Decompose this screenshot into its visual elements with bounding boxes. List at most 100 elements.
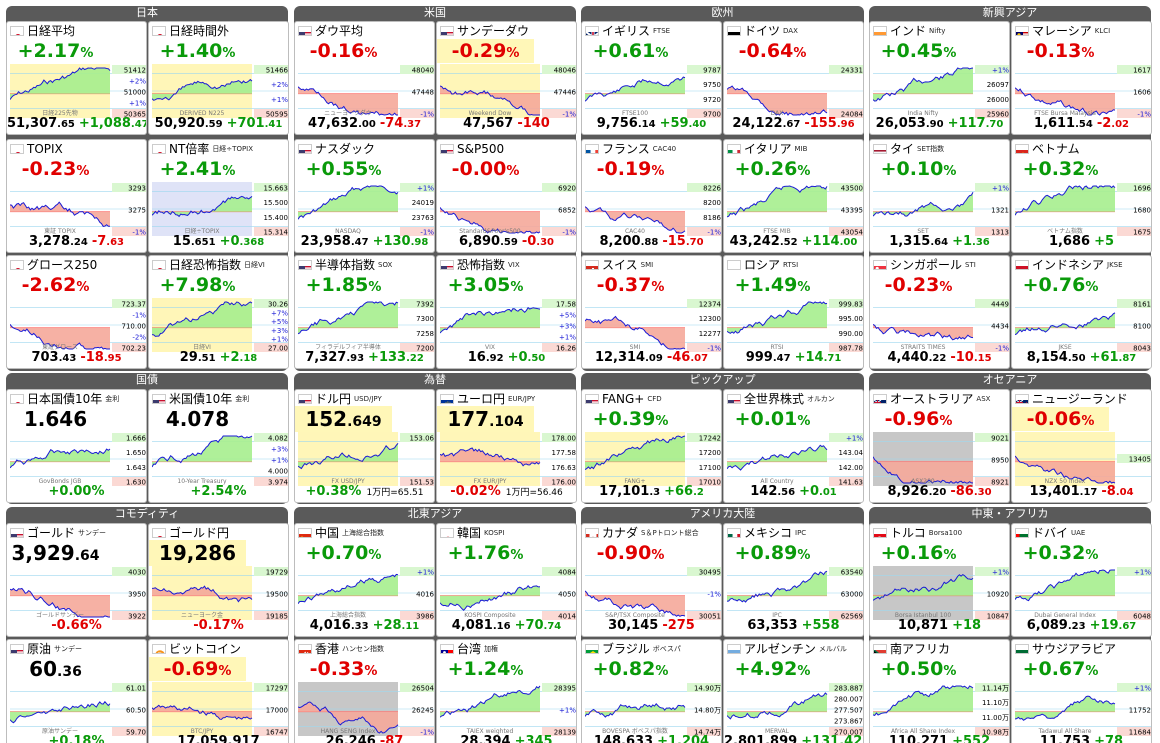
market-tile[interactable]: アルゼンチン メルバル +4.92% MERVAL 283.887 280.007 277.… [723, 639, 864, 743]
intraday-chart[interactable]: FTSE MIB 43500 43395 43054 [727, 182, 864, 236]
intraday-chart[interactable]: CAC40 8226 8200 8186 -1% [585, 182, 722, 236]
market-tile[interactable]: ニュージーランド -0.06% NZX 50 Index 13405 13,401.17… [1011, 389, 1152, 503]
market-tile[interactable]: イタリア MIB +0.26% FTSE MIB 43500 43395 43054 43,2… [723, 139, 864, 253]
intraday-chart[interactable]: ASX200 9021 8950 8921 [873, 432, 1010, 486]
intraday-chart[interactable]: FTSE Bursa Malaysia 1617 1606 -1% [1015, 64, 1152, 118]
intraday-chart[interactable]: Dubai General Index +1% 6048 [1015, 566, 1152, 620]
market-tile[interactable]: シンガポール STI -0.23% STRAITS TIMES 4449 4434 -1% 4… [869, 255, 1010, 369]
market-tile[interactable]: 南アフリカ +0.50% Africa All Share Index 11.14万 1… [869, 639, 1010, 743]
intraday-chart[interactable]: JKSE 8161 8100 8043 [1015, 298, 1152, 352]
intraday-chart[interactable]: フィラデルフィア半導体 7392 7300 7258 7200 [298, 298, 435, 352]
market-tile[interactable]: TOPIX -0.23% 東証 TOPIX 3293 3275 -1% 3,278.24 -7… [6, 139, 147, 253]
intraday-chart[interactable]: 日経÷TOPIX 15.663 15.500 15.400 15.314 [152, 182, 289, 236]
market-tile[interactable]: B ビットコイン-0.69% BTC/JPY 17297 17000 16747 17,05… [148, 639, 289, 743]
intraday-chart[interactable]: SET +1% 1321 1313 [873, 182, 1010, 236]
market-tile[interactable]: ドバイ UAE +0.32% Dubai General Index +1% 6048 6,… [1011, 523, 1152, 637]
intraday-chart[interactable]: ニューヨークダウ 48040 47448 -1% [298, 64, 435, 118]
market-tile[interactable]: インド Nifty +0.45% India Nifty +1% 26097 26000 25… [869, 21, 1010, 135]
intraday-chart[interactable]: MERVAL 283.887 280.007 277.507 273.867 270.00… [727, 682, 864, 736]
intraday-chart[interactable]: ゴールドサンデー 4030 3950 3922 [10, 566, 147, 620]
market-tile[interactable]: 中国 上海総合指数 +0.70% 上海総合指数 +1% 4016 3986 4,016.33 +… [294, 523, 435, 637]
market-tile[interactable]: 日本国債10年 金利 1.646 GovBonds JGB 1.666 1.650 1.64… [6, 389, 147, 503]
market-tile[interactable]: ダウ平均 -0.16% ニューヨークダウ 48040 47448 -1% 47,632.00… [294, 21, 435, 135]
intraday-chart[interactable]: DERIVED N225 51466 +2% +1% 50595 [152, 64, 289, 118]
intraday-chart[interactable]: BOVESPA ボベスパ指数 14.90万 14.80万 14.74万 [585, 682, 722, 736]
intraday-chart[interactable]: HANG SENG Index 26504 26245 -1% [298, 682, 435, 736]
intraday-chart[interactable]: IPC 63540 63000 62569 [727, 566, 864, 620]
intraday-chart[interactable]: FANG+ 17242 17200 17100 17010 [585, 432, 722, 486]
market-tile[interactable]: ドイツ DAX -0.64% DAX 24331 24084 24,122.67 -155.9… [723, 21, 864, 135]
intraday-chart[interactable]: 東証 TOPIX 3293 3275 -1% [10, 182, 147, 236]
market-tile[interactable]: 日経平均 +2.17% 日経225先物 51412 +2% 51000 +1% 50365 51… [6, 21, 147, 135]
market-tile[interactable]: S&P500 -0.00% Standard&Poor's500 6920 6852 -1… [436, 139, 577, 253]
market-tile[interactable]: フランス CAC40 -0.19% CAC40 8226 8200 8186 -1% 8,200… [581, 139, 722, 253]
intraday-chart[interactable]: TAIEX weighted 28395 +1% 28139 [440, 682, 577, 736]
market-tile[interactable]: トルコ Borsa100 +0.16% Borsa Istanbul 100 +1% 10… [869, 523, 1010, 637]
intraday-chart[interactable]: Borsa Istanbul 100 +1% 10920 10847 [873, 566, 1010, 620]
market-tile[interactable]: グロース250 -2.62% 東証グロース 723.37 -1% 710.00 -2% 702… [6, 255, 147, 369]
tile-header: インドネシア JKSE [1015, 257, 1149, 272]
market-tile[interactable]: オーストラリア ASX -0.96% ASX200 9021 8950 8921 8,926.… [869, 389, 1010, 503]
market-tile[interactable]: サンデーダウ -0.29% Weekend Dow 48046 47446 -1% 47,5… [436, 21, 577, 135]
intraday-chart[interactable]: 日経VI 30.26+7%+5%+3%+1%27.00 [152, 298, 289, 352]
intraday-chart[interactable]: FTSE100 9787 9750 9720 9700 [585, 64, 722, 118]
market-tile[interactable]: スイス SMI -0.37% SMI 12374 12300 12277 -1% 12,314.… [581, 255, 722, 369]
intraday-chart[interactable]: KOSPI Composite 4084 4050 4014 [440, 566, 577, 620]
market-tile[interactable]: ユーロ円 EUR/JPY 177.104 FX EUR/JPY 178.00 177.58… [436, 389, 577, 503]
intraday-chart[interactable]: S&P/TSX Composite 30495 -1% 30051 [585, 566, 722, 620]
market-tile[interactable]: 日経恐怖指数 日経VI +7.98% 日経VI 30.26 +7% +5% +3% +1% 27.… [148, 255, 289, 369]
market-tile[interactable]: 原油 サンデー 60.36 原油サンデー 61.01 60.50 59.70 +0.18% [6, 639, 147, 743]
intraday-chart[interactable]: STRAITS TIMES 4449 4434 -1% [873, 298, 1010, 352]
market-tile[interactable]: ゴールド サンデー 3,929.64 ゴールドサンデー 4030 3950 3922 -0.6… [6, 523, 147, 637]
market-tile[interactable]: サウジアラビア +0.67% Tadawul All Share +1% 11752 11… [1011, 639, 1152, 743]
intraday-chart[interactable]: RTSI 999.83 995.00 990.00 987.78 [727, 298, 864, 352]
intraday-chart[interactable]: 日経225先物 51412 +2% 51000 +1% 50365 [10, 64, 147, 118]
intraday-chart[interactable]: NASDAQ +1% 24019 23763 -1% [298, 182, 435, 236]
last-price: 13,401 [1029, 484, 1080, 499]
intraday-chart[interactable]: NZX 50 Index 13405 [1015, 432, 1152, 486]
market-tile[interactable]: インドネシア JKSE +0.76% JKSE 8161 8100 8043 8,154.50… [1011, 255, 1152, 369]
market-tile[interactable]: 韓国 KOSPI +1.76% KOSPI Composite 4084 4050 4014… [436, 523, 577, 637]
market-tile[interactable]: マレーシア KLCI -0.13% FTSE Bursa Malaysia 1617 16… [1011, 21, 1152, 135]
intraday-chart[interactable]: Tadawul All Share +1% 11752 11684 [1015, 682, 1152, 736]
intraday-chart[interactable]: All Country +1% 143.04 142.00 141.63 [727, 432, 864, 486]
market-tile[interactable]: ベトナム +0.32% ベトナム指数 1696 1680 1675 1,686 +5 [1011, 139, 1152, 253]
market-tile[interactable]: イギリス FTSE +0.61% FTSE100 9787 9750 9720 9700 9,7… [581, 21, 722, 135]
market-tile[interactable]: 台湾 加権 +1.24% TAIEX weighted 28395 +1% 28139 28,… [436, 639, 577, 743]
market-tile[interactable]: 半導体指数 SOX +1.85% フィラデルフィア半導体 7392 7300 7258 720… [294, 255, 435, 369]
market-tile[interactable]: タイ SET指数 +0.10% SET +1% 1321 1313 1,315.64 +1.36 [869, 139, 1010, 253]
intraday-chart[interactable]: FX EUR/JPY 178.00 177.58 176.63 176.00 [440, 432, 577, 486]
market-tile[interactable]: NT倍率 日経÷TOPIX +2.41% 日経÷TOPIX 15.663 15.500 15… [148, 139, 289, 253]
market-tile[interactable]: 恐怖指数 VIX +3.05% VIX 17.58 +5% +3% +1% 16.26 16.92… [436, 255, 577, 369]
intraday-chart[interactable]: VIX 17.58 +5% +3% +1% 16.26 [440, 298, 577, 352]
intraday-chart[interactable]: FX USD/JPY 153.06 151.53 [298, 432, 435, 486]
intraday-chart[interactable]: 上海総合指数 +1% 4016 3986 [298, 566, 435, 620]
intraday-chart[interactable]: Africa All Share Index 11.14万 11.10万 11.00万… [873, 682, 1010, 736]
intraday-chart[interactable]: 10-Year Treasury 4.082 +3% +1% 4.000 3.974 [152, 432, 289, 486]
intraday-chart[interactable]: Standard&Poor's500 6920 6852 -1% [440, 182, 577, 236]
market-tile[interactable]: ロシア RTSI +1.49% RTSI 999.83 995.00 990.00 987.7… [723, 255, 864, 369]
intraday-chart[interactable]: 原油サンデー 61.01 60.50 59.70 [10, 682, 147, 736]
change-value: -155 [804, 116, 837, 131]
market-tile[interactable]: ブラジル ボベスパ +0.82% BOVESPA ボベスパ指数 14.90万 14.80万… [581, 639, 722, 743]
intraday-chart[interactable]: BTC/JPY 17297 17000 16747 [152, 682, 289, 736]
market-tile[interactable]: メキシコ IPC +0.89% IPC 63540 63000 62569 63,353 +55… [723, 523, 864, 637]
intraday-chart[interactable]: SMI 12374 12300 12277 -1% [585, 298, 722, 352]
market-tile[interactable]: 全世界株式 オルカン +0.01% All Country +1% 143.04 142.0… [723, 389, 864, 503]
chart-watermark: 日経225先物 [42, 109, 77, 117]
market-tile[interactable]: 香港 ハンセン指数 -0.33% HANG SENG Index 26504 26245 -… [294, 639, 435, 743]
intraday-chart[interactable]: 東証グロース 723.37 -1% 710.00 -2% 702.23 [10, 298, 147, 352]
market-tile[interactable]: ゴールド円 19,286 ニューヨーク金 19729 19500 19185 -0.17% [148, 523, 289, 637]
market-tile[interactable]: ドル円 USD/JPY 152.649 FX USD/JPY 153.06 151.53 +… [294, 389, 435, 503]
market-tile[interactable]: ナスダック +0.55% NASDAQ +1% 24019 23763 -1% 23,958.… [294, 139, 435, 253]
intraday-chart[interactable]: GovBonds JGB 1.666 1.650 1.643 1.630 [10, 432, 147, 486]
market-tile[interactable]: FANG+ CFD +0.39% FANG+ 17242 17200 17100 17010 1… [581, 389, 722, 503]
market-tile[interactable]: 日経時間外 +1.40% DERIVED N225 51466 +2% +1% 50595 5… [148, 21, 289, 135]
intraday-chart[interactable]: DAX 24331 24084 [727, 64, 864, 118]
intraday-chart[interactable]: ニューヨーク金 19729 19500 19185 [152, 566, 289, 620]
intraday-chart[interactable]: ベトナム指数 1696 1680 1675 [1015, 182, 1152, 236]
market-tile[interactable]: 米国債10年 金利 4.078 10-Year Treasury 4.082 +3% +1%… [148, 389, 289, 503]
intraday-chart[interactable]: India Nifty +1% 26097 26000 25960 [873, 64, 1010, 118]
intraday-chart[interactable]: Weekend Dow 48046 47446 -1% [440, 64, 577, 118]
market-tile[interactable]: カナダ S＆Pトロント総合 -0.90% S&P/TSX Composite 30495… [581, 523, 722, 637]
